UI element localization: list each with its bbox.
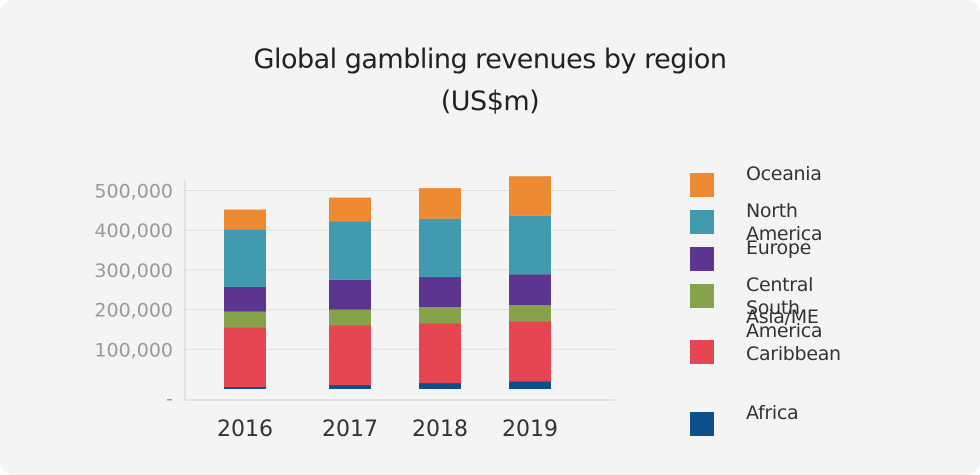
bar-segment bbox=[224, 286, 266, 312]
legend-label: Oceania bbox=[746, 163, 822, 185]
legend-item: Central South America Caribbean bbox=[690, 274, 841, 365]
legend-item: Europe bbox=[690, 237, 811, 271]
legend-item: Asia/ME bbox=[690, 306, 819, 364]
bar-segment bbox=[329, 325, 371, 386]
y-tick-label: 500,000 bbox=[94, 181, 173, 203]
legend-swatch bbox=[690, 247, 714, 271]
bar-segment bbox=[419, 323, 461, 384]
bar-segment bbox=[224, 209, 266, 230]
legend-swatch bbox=[690, 412, 714, 436]
bar-segment bbox=[419, 307, 461, 324]
bar-segment bbox=[329, 309, 371, 326]
legend-swatch bbox=[690, 173, 714, 197]
legend-label: Asia/ME bbox=[746, 306, 819, 328]
bar-segment bbox=[509, 215, 551, 275]
legend-label: Africa bbox=[746, 402, 799, 424]
bar-segment bbox=[509, 274, 551, 306]
bar-segment bbox=[509, 321, 551, 382]
bar-segment bbox=[224, 387, 266, 389]
x-tick-label: 2018 bbox=[412, 417, 468, 442]
bar-segment bbox=[509, 176, 551, 216]
x-tick-label: 2019 bbox=[502, 417, 558, 442]
bar-segment bbox=[509, 305, 551, 322]
bar-segment bbox=[419, 277, 461, 308]
y-tick-label: 400,000 bbox=[94, 220, 173, 242]
bar-segment bbox=[329, 279, 371, 310]
bar-segment bbox=[224, 327, 266, 388]
bar-segment bbox=[224, 229, 266, 287]
bar-segment bbox=[329, 385, 371, 389]
x-tick-label: 2016 bbox=[217, 417, 273, 442]
legend-label: Central South America Caribbean bbox=[746, 274, 841, 365]
legend-item: Oceania bbox=[690, 163, 822, 197]
legend-item: North America bbox=[690, 200, 823, 245]
legend-swatch bbox=[690, 284, 714, 308]
chart-title: Global gambling revenues by region bbox=[253, 44, 727, 75]
y-tick-label: 100,000 bbox=[94, 339, 173, 361]
bar-segment bbox=[509, 381, 551, 389]
y-tick-label: - bbox=[166, 388, 173, 410]
bar-segment bbox=[419, 383, 461, 389]
bar-segment bbox=[419, 218, 461, 278]
legend-item: Africa bbox=[690, 402, 799, 436]
chart-subtitle: (US$m) bbox=[440, 86, 540, 117]
bar-segment bbox=[224, 311, 266, 328]
y-tick-label: 200,000 bbox=[94, 300, 173, 322]
bar-segment bbox=[329, 221, 371, 280]
legend-swatch bbox=[690, 340, 714, 364]
bar-segment bbox=[329, 197, 371, 222]
legend-label: Europe bbox=[746, 237, 812, 259]
x-tick-label: 2017 bbox=[322, 417, 378, 442]
y-tick-label: 300,000 bbox=[94, 260, 173, 282]
legend-swatch bbox=[690, 210, 714, 234]
bar-segment bbox=[419, 188, 461, 219]
legend-label: North America bbox=[746, 200, 823, 245]
